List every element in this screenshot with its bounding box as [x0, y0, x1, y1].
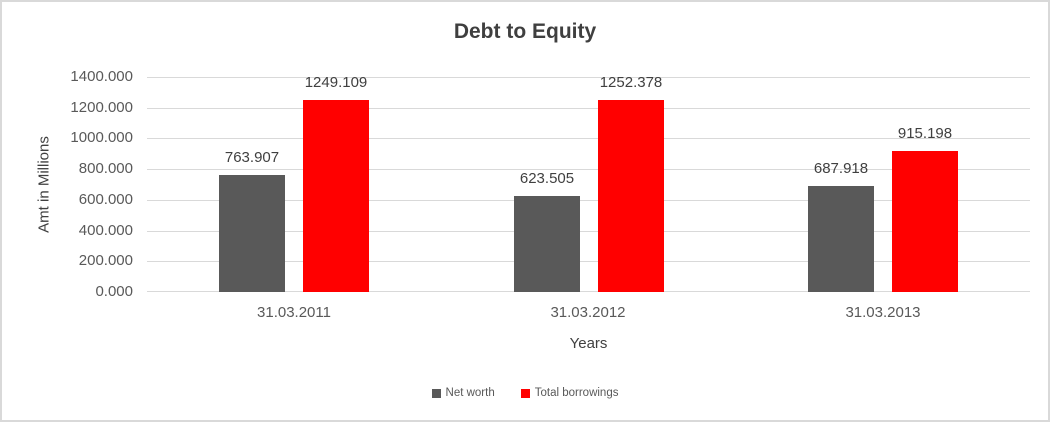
legend: Net worth Total borrowings: [2, 387, 1048, 399]
gridline: [147, 291, 1030, 292]
gridline: [147, 261, 1030, 262]
x-axis-title: Years: [569, 335, 608, 352]
x-category-label: 31.03.2012: [550, 304, 626, 321]
y-tick-label: 1000.000: [70, 129, 133, 146]
legend-label: Net worth: [445, 387, 495, 399]
bar-value-label: 687.918: [813, 160, 869, 177]
gridline: [147, 77, 1030, 78]
legend-item-net-worth: Net worth: [431, 387, 495, 399]
legend-label: Total borrowings: [534, 387, 619, 399]
bar-total-borrowings: [303, 100, 369, 292]
bar-net-worth: [219, 175, 285, 292]
bar-total-borrowings: [598, 100, 664, 292]
bar-value-label: 1249.109: [304, 74, 368, 91]
gridline: [147, 169, 1030, 170]
y-tick-label: 800.000: [78, 160, 133, 177]
bar-net-worth: [808, 186, 874, 292]
bar-value-label: 623.505: [519, 170, 575, 187]
gridline: [147, 138, 1030, 139]
x-category-label: 31.03.2011: [257, 304, 331, 321]
chart-title: Debt to Equity: [453, 20, 597, 43]
bar-value-label: 915.198: [897, 125, 953, 142]
plot-area: 763.907 1249.109 623.505 1252.378 687.918 915…: [147, 74, 1030, 292]
legend-swatch: [520, 388, 530, 398]
gridline: [147, 200, 1030, 201]
y-tick-label: 600.000: [78, 191, 133, 208]
bar-total-borrowings: [892, 151, 958, 292]
y-tick-label: 0.000: [95, 283, 133, 300]
legend-swatch: [431, 388, 441, 398]
y-tick-label: 200.000: [78, 252, 133, 269]
y-tick-label: 400.000: [78, 222, 133, 239]
bar-value-label: 763.907: [224, 149, 280, 166]
y-tick-label: 1200.000: [70, 99, 133, 116]
y-tick-label: 1400.000: [70, 68, 133, 85]
gridline: [147, 231, 1030, 232]
bar-value-label: 1252.378: [599, 74, 663, 91]
gridline: [147, 108, 1030, 109]
bar-net-worth: [514, 196, 580, 292]
x-category-label: 31.03.2013: [845, 304, 921, 321]
legend-item-total-borrowings: Total borrowings: [520, 387, 619, 399]
